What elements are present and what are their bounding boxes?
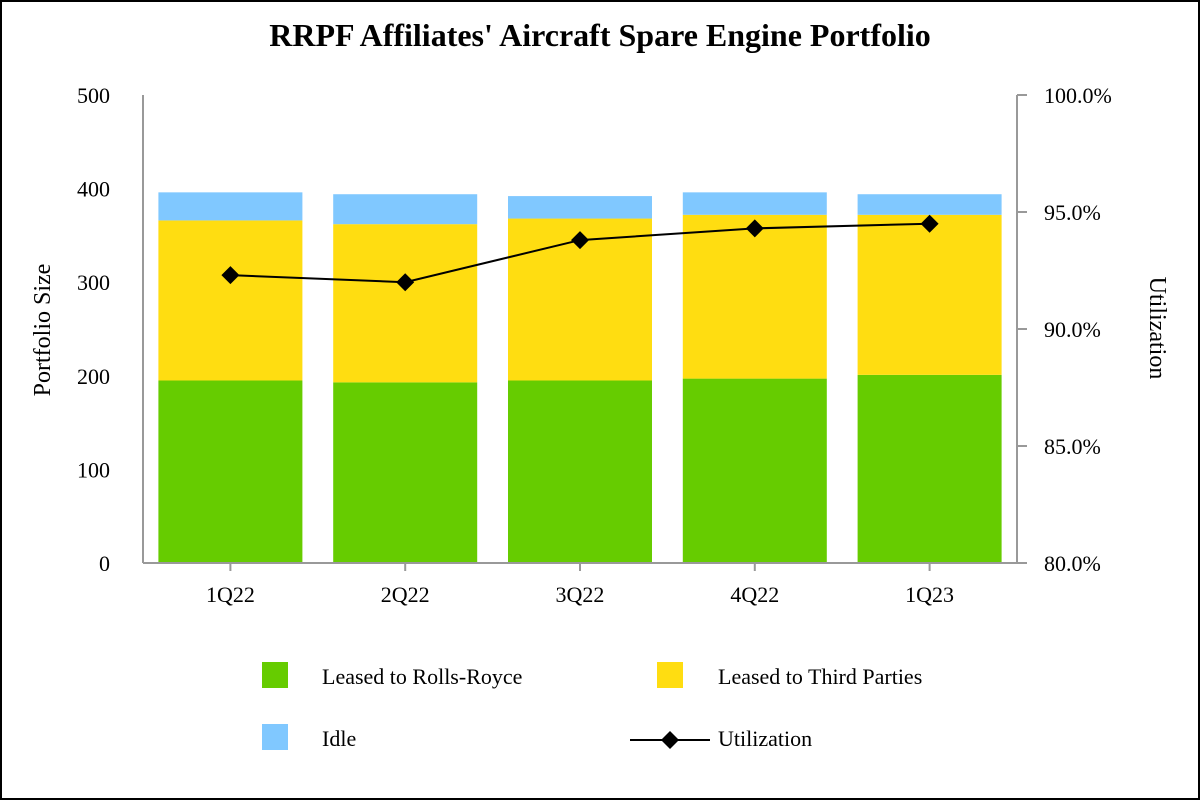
- left-tick-label: 100: [77, 457, 110, 482]
- bar-idle-1q23: [857, 194, 1002, 215]
- left-axis-label: Portfolio Size: [30, 264, 56, 397]
- right-axis-label: Utilization: [1144, 277, 1170, 380]
- legend-label-leased-third-parties: Leased to Third Parties: [718, 664, 922, 689]
- legend-swatch-leased-rolls-royce: [262, 662, 288, 688]
- left-tick-label: 500: [77, 83, 110, 108]
- x-tick-label-2q22: 2Q22: [381, 582, 430, 607]
- bar-leased-to-third-parties-4q22: [682, 214, 827, 379]
- bar-leased-to-rolls-royce-2q22: [333, 382, 478, 563]
- right-y-ticks: 80.0% 85.0% 90.0% 95.0% 100.0%: [1017, 83, 1112, 576]
- legend: Leased to Rolls-Royce Leased to Third Pa…: [262, 662, 922, 751]
- left-y-ticks: 0 100 200 300 400 500: [77, 83, 110, 576]
- legend-utilization-marker: [661, 731, 679, 749]
- x-tick-label-4q22: 4Q22: [730, 582, 779, 607]
- bar-leased-to-rolls-royce-1q23: [857, 374, 1002, 563]
- utilization-marker-3q22: [571, 231, 589, 250]
- right-tick-label: 80.0%: [1044, 551, 1101, 576]
- bar-leased-to-rolls-royce-1q22: [158, 380, 303, 563]
- legend-label-utilization: Utilization: [718, 726, 812, 751]
- left-tick-label: 0: [99, 551, 110, 576]
- bar-idle-1q22: [158, 192, 303, 221]
- bar-idle-3q22: [508, 196, 652, 219]
- legend-label-leased-rolls-royce: Leased to Rolls-Royce: [322, 664, 522, 689]
- x-tick-label-1q22: 1Q22: [206, 582, 255, 607]
- left-tick-label: 200: [77, 364, 110, 389]
- chart-title: RRPF Affiliates' Aircraft Spare Engine P…: [269, 17, 931, 53]
- utilization-marker-1q23: [920, 214, 939, 233]
- legend-swatch-leased-third-parties: [657, 662, 683, 688]
- utilization-line-group: [221, 214, 939, 292]
- right-tick-label: 85.0%: [1044, 434, 1101, 459]
- bar-leased-to-third-parties-2q22: [333, 224, 478, 383]
- bar-leased-to-rolls-royce-4q22: [682, 378, 827, 563]
- right-tick-label: 95.0%: [1044, 200, 1101, 225]
- right-tick-label: 100.0%: [1044, 83, 1112, 108]
- utilization-marker-4q22: [745, 219, 764, 238]
- x-tick-label-1q23: 1Q23: [905, 582, 954, 607]
- utilization-marker-1q22: [221, 266, 240, 285]
- legend-swatch-idle: [262, 724, 288, 750]
- legend-label-idle: Idle: [322, 726, 356, 751]
- utilization-marker-2q22: [396, 273, 415, 292]
- left-tick-label: 400: [77, 177, 110, 202]
- left-tick-label: 300: [77, 270, 110, 295]
- bar-idle-4q22: [682, 192, 827, 215]
- bar-leased-to-rolls-royce-3q22: [508, 380, 652, 563]
- bars-group: [158, 192, 1002, 563]
- bar-leased-to-third-parties-1q22: [158, 220, 303, 381]
- bar-leased-to-third-parties-1q23: [857, 214, 1002, 375]
- bar-idle-2q22: [333, 194, 478, 225]
- x-tick-label-3q22: 3Q22: [556, 582, 605, 607]
- right-tick-label: 90.0%: [1044, 317, 1101, 342]
- x-ticks: 1Q22 2Q22 3Q22 4Q22 1Q23: [206, 563, 954, 607]
